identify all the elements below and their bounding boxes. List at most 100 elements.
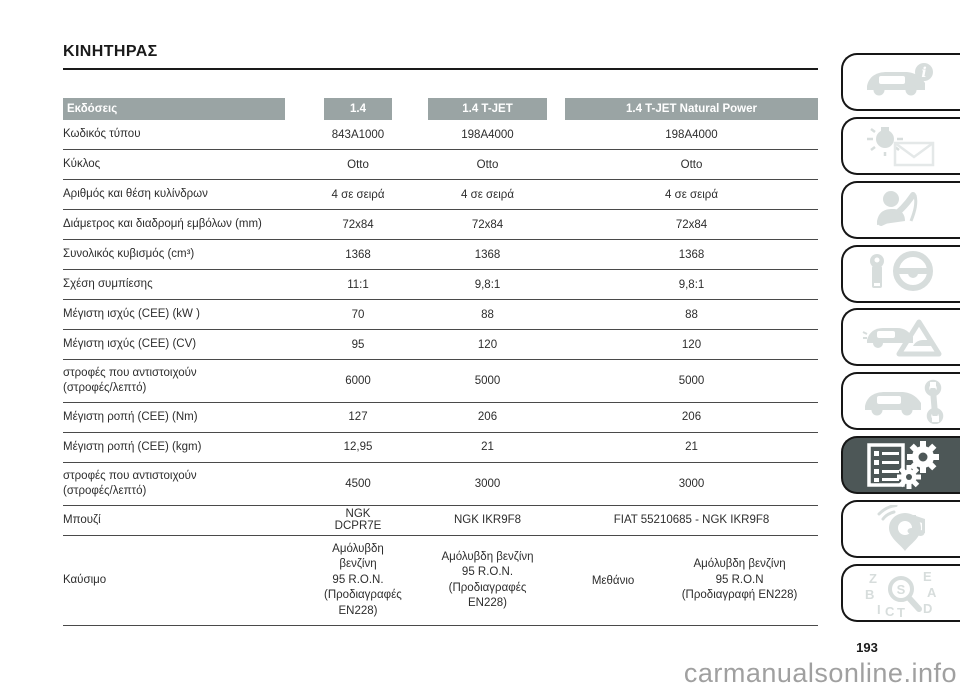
engine-specs-table: Εκδόσεις 1.4 1.4 T-JET 1.4 T-JET Natural… <box>63 98 818 627</box>
cell-value: 12,95 <box>343 441 373 454</box>
sidebar-tab-multimedia[interactable] <box>841 500 960 558</box>
table-row: Διάμετρος και διαδρομή εμβόλων (mm) 72x8… <box>63 210 818 240</box>
cell-value-fuel-np: Μεθάνιο Αμόλυβδη βενζίνη 95 R.O.N (Προδι… <box>565 557 818 604</box>
seatbelt-safety-icon <box>876 191 917 226</box>
cell-value: 120 <box>681 338 702 351</box>
car-warning-triangle-icon <box>862 319 941 357</box>
sidebar-tab-maintenance[interactable] <box>841 372 960 430</box>
table-row: στροφές που αντιστοιχούν (στροφές/λεπτό)… <box>63 463 818 506</box>
row-label: Κωδικός τύπου <box>63 128 141 141</box>
row-label: Μέγιστη ισχύς (CEE) (kW ) <box>63 308 200 321</box>
cell-value: 4500 <box>345 477 371 490</box>
cell-value: 70 <box>351 308 365 321</box>
watermark: carmanualsonline.info <box>683 658 957 688</box>
cell-value: 5000 <box>678 374 705 387</box>
svg-text:T: T <box>897 605 905 617</box>
row-label: Διάμετρος και διαδρομή εμβόλων (mm) <box>63 218 262 231</box>
warning-light-message-icon <box>866 127 934 167</box>
cell-value: 3000 <box>474 477 501 490</box>
cell-value: 6000 <box>345 374 371 387</box>
sidebar-tab-safety[interactable] <box>841 181 960 239</box>
table-row: Μέγιστη ροπή (CEE) (Nm) 127 206 206 <box>63 403 818 433</box>
cell-value: 3000 <box>678 477 705 490</box>
cell-value: 72x84 <box>342 218 374 231</box>
multimedia-icon <box>877 505 925 551</box>
sidebar-tab-vehicle-info[interactable]: i <box>841 53 960 111</box>
table-row: Κωδικός τύπου 843A1000 198A4000 198A4000 <box>63 120 818 150</box>
title-underline <box>63 68 818 70</box>
table-row: Σχέση συμπίεσης 11:1 9,8:1 9,8:1 <box>63 270 818 300</box>
svg-text:D: D <box>923 601 932 616</box>
cell-value: 21 <box>481 441 494 454</box>
svg-text:i: i <box>921 65 926 81</box>
row-label: Μέγιστη ροπή (CEE) (Nm) <box>63 410 198 423</box>
cell-value: 88 <box>685 308 698 321</box>
cell-value: 9,8:1 <box>474 278 501 291</box>
cell-value: Αμόλυβδη βενζίνη 95 R.O.N. (Προδιαγραφές… <box>324 542 402 617</box>
table-row: Μέγιστη ισχύς (CEE) (kW ) 70 88 88 <box>63 300 818 330</box>
cell-value: 88 <box>481 308 494 321</box>
cell-value: 95 <box>351 338 365 351</box>
row-label: Μέγιστη ροπή (CEE) (kgm) <box>63 440 202 453</box>
table-row: Μπουζί NGK DCPR7E NGK IKR9F8 FIAT 552106… <box>63 506 818 536</box>
cell-value: 1368 <box>474 248 501 261</box>
cell-value: 4 σε σειρά <box>665 188 718 201</box>
row-label: Κύκλος <box>63 158 101 171</box>
table-row: Συνολικός κυβισμός (cm³) 1368 1368 1368 <box>63 240 818 270</box>
cell-value: NGK DCPR7E <box>334 508 382 533</box>
sidebar-tab-emergency[interactable] <box>841 308 960 366</box>
cell-value: Otto <box>476 158 499 171</box>
column-header-1-4-tjet-np: 1.4 T-JET Natural Power <box>565 98 818 120</box>
cell-value: 198A4000 <box>461 128 514 141</box>
svg-text:A: A <box>927 585 937 600</box>
svg-text:I: I <box>877 602 881 617</box>
cell-value: 1368 <box>678 248 705 261</box>
column-header-1-4-tjet: 1.4 T-JET <box>428 98 547 120</box>
cell-value: 5000 <box>474 374 501 387</box>
table-row-fuel: Καύσιμο Αμόλυβδη βενζίνη 95 R.O.N. (Προδ… <box>63 536 818 627</box>
car-wrench-icon <box>864 379 943 424</box>
row-label: Μέγιστη ισχύς (CEE) (CV) <box>63 338 197 351</box>
row-label: Μπουζί <box>63 513 101 526</box>
specs-gears-icon <box>866 441 939 489</box>
row-label: Αριθμός και θέση κυλίνδρων <box>63 188 208 201</box>
cell-value: 9,8:1 <box>678 278 705 291</box>
column-header-versions: Εκδόσεις <box>63 98 285 120</box>
fuel-methane-value: Μεθάνιο <box>591 574 635 587</box>
table-row: Κύκλος Otto Otto Otto <box>63 150 818 180</box>
table-row: στροφές που αντιστοιχούν (στροφές/λεπτό)… <box>63 360 818 403</box>
cell-value: 11:1 <box>347 278 369 291</box>
key-steering-wheel-icon <box>869 251 933 291</box>
cell-value: 120 <box>477 338 498 351</box>
row-label: Συνολικός κυβισμός (cm³) <box>63 248 195 261</box>
row-label: Καύσιμο <box>63 574 107 587</box>
table-row: Μέγιστη ροπή (CEE) (kgm) 12,95 21 21 <box>63 433 818 463</box>
cell-value: 198A4000 <box>665 128 718 141</box>
cell-value: Otto <box>680 158 703 171</box>
table-row: Μέγιστη ισχύς (CEE) (CV) 95 120 120 <box>63 330 818 360</box>
cell-value: 206 <box>681 411 702 424</box>
cell-value: FIAT 55210685 - NGK IKR9F8 <box>613 514 770 527</box>
sidebar-tab-warning-lights[interactable] <box>841 117 960 175</box>
table-row: Αριθμός και θέση κυλίνδρων 4 σε σειρά 4 … <box>63 180 818 210</box>
cell-value: 1368 <box>345 248 371 261</box>
cell-value: Αμόλυβδη βενζίνη 95 R.O.N. (Προδιαγραφές… <box>441 550 534 610</box>
car-info-icon: i <box>866 63 933 96</box>
cell-value: Otto <box>347 158 369 171</box>
cell-value: 72x84 <box>675 218 708 231</box>
row-label: στροφές που αντιστοιχούν (στροφές/λεπτό) <box>63 469 197 497</box>
svg-text:Z: Z <box>869 571 877 586</box>
table-header-row: Εκδόσεις 1.4 1.4 T-JET 1.4 T-JET Natural… <box>63 98 818 120</box>
cell-value: 4 σε σειρά <box>331 188 385 201</box>
row-label: στροφές που αντιστοιχούν (στροφές/λεπτό) <box>63 367 197 394</box>
sidebar-tab-starting-driving[interactable] <box>841 245 960 303</box>
cell-value: 72x84 <box>471 218 504 231</box>
sidebar-tab-technical-data[interactable] <box>841 436 960 494</box>
cell-value: 21 <box>685 441 698 454</box>
page-number: 193 <box>856 640 878 655</box>
svg-text:S: S <box>896 582 905 597</box>
cell-value: 4 σε σειρά <box>461 188 514 201</box>
svg-text:B: B <box>865 587 874 602</box>
